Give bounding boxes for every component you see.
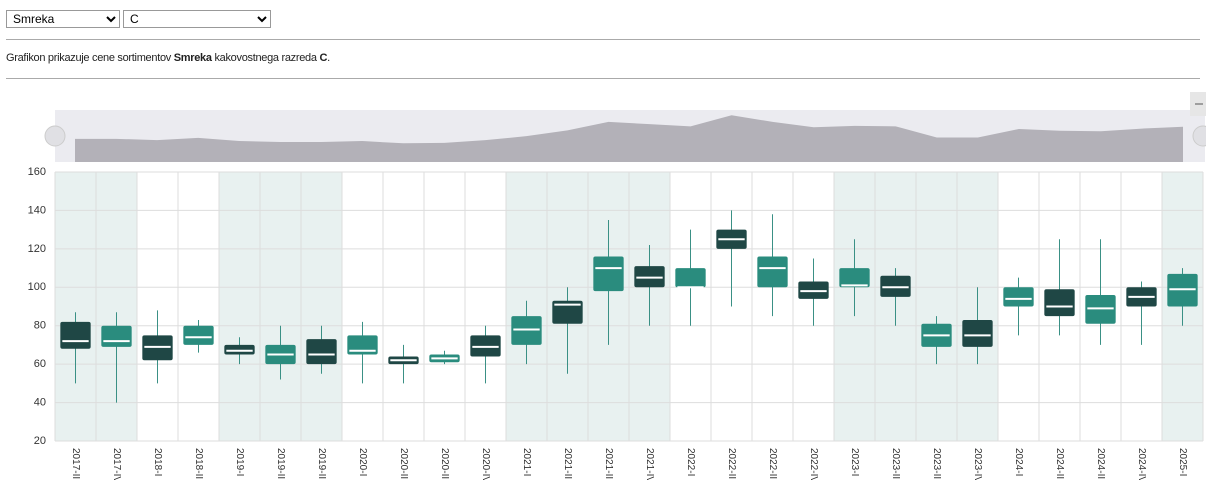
x-tick-label: 2017-III	[70, 448, 81, 480]
x-tick-label: 2023-III	[931, 448, 942, 480]
y-tick-label: 20	[34, 435, 46, 447]
x-tick-label: 2022-I	[685, 448, 696, 476]
box	[962, 319, 993, 347]
x-tick-label: 2024-IV	[1136, 448, 1147, 480]
year-band	[301, 172, 342, 441]
grade-select[interactable]: C	[123, 10, 271, 28]
x-tick-label: 2019-II	[275, 448, 286, 479]
y-tick-label: 120	[28, 243, 46, 255]
desc-lead: Grafikon prikazuje cene sortimentov	[6, 52, 171, 64]
box	[1003, 287, 1034, 307]
desc-species: Smreka	[173, 52, 212, 64]
x-tick-label: 2024-II	[1054, 448, 1065, 479]
x-tick-label: 2025-I	[1177, 448, 1188, 476]
x-tick-label: 2019-III	[316, 448, 327, 480]
x-tick-label: 2021-III	[603, 448, 614, 480]
x-tick-label: 2021-IV	[644, 448, 655, 480]
year-band	[219, 172, 260, 441]
desc-grade: C	[319, 52, 328, 64]
y-tick-label: 100	[28, 281, 46, 293]
x-tick-label: 2023-I	[849, 448, 860, 476]
divider	[6, 78, 1200, 79]
y-tick-label: 160	[28, 166, 46, 178]
navigator-area	[75, 115, 1183, 162]
x-tick-label: 2020-III	[439, 448, 450, 480]
year-band	[260, 172, 301, 441]
x-tick-label: 2024-I	[1013, 448, 1024, 476]
y-tick-label: 40	[34, 396, 46, 408]
box	[839, 268, 870, 288]
x-tick-label: 2018-I	[152, 448, 163, 476]
x-tick-label: 2020-II	[398, 448, 409, 479]
box	[183, 325, 214, 345]
x-tick-label: 2018-II	[193, 448, 204, 479]
description: Grafikon prikazuje cene sortimentov Smre…	[6, 52, 330, 64]
y-tick-label: 60	[34, 358, 46, 370]
navigator-handle[interactable]	[44, 125, 66, 147]
box	[101, 325, 132, 347]
x-tick-label: 2022-II	[726, 448, 737, 479]
box	[593, 256, 624, 292]
box	[1044, 289, 1075, 317]
x-tick-label: 2024-III	[1095, 448, 1106, 480]
x-tick-label: 2020-IV	[480, 448, 491, 480]
desc-end: .	[327, 52, 330, 64]
y-tick-label: 80	[34, 320, 46, 332]
year-band	[916, 172, 957, 441]
box	[60, 321, 91, 349]
species-select[interactable]: Smreka	[6, 10, 120, 28]
x-tick-label: 2022-III	[767, 448, 778, 480]
x-tick-label: 2023-IV	[972, 448, 983, 480]
x-tick-label: 2021-I	[521, 448, 532, 476]
divider	[6, 39, 1200, 40]
y-tick-label: 140	[28, 204, 46, 216]
box	[306, 339, 337, 365]
box	[675, 268, 706, 288]
x-tick-label: 2021-II	[562, 448, 573, 479]
box	[552, 300, 583, 324]
x-tick-label: 2019-I	[234, 448, 245, 476]
x-tick-label: 2020-I	[357, 448, 368, 476]
x-tick-label: 2017-IV	[111, 448, 122, 480]
navigator-handle[interactable]	[1192, 125, 1206, 147]
x-tick-label: 2023-II	[890, 448, 901, 479]
x-tick-label: 2022-IV	[808, 448, 819, 480]
year-band	[55, 172, 96, 441]
desc-middle: kakovostnega razreda	[214, 52, 317, 64]
box	[757, 256, 788, 288]
